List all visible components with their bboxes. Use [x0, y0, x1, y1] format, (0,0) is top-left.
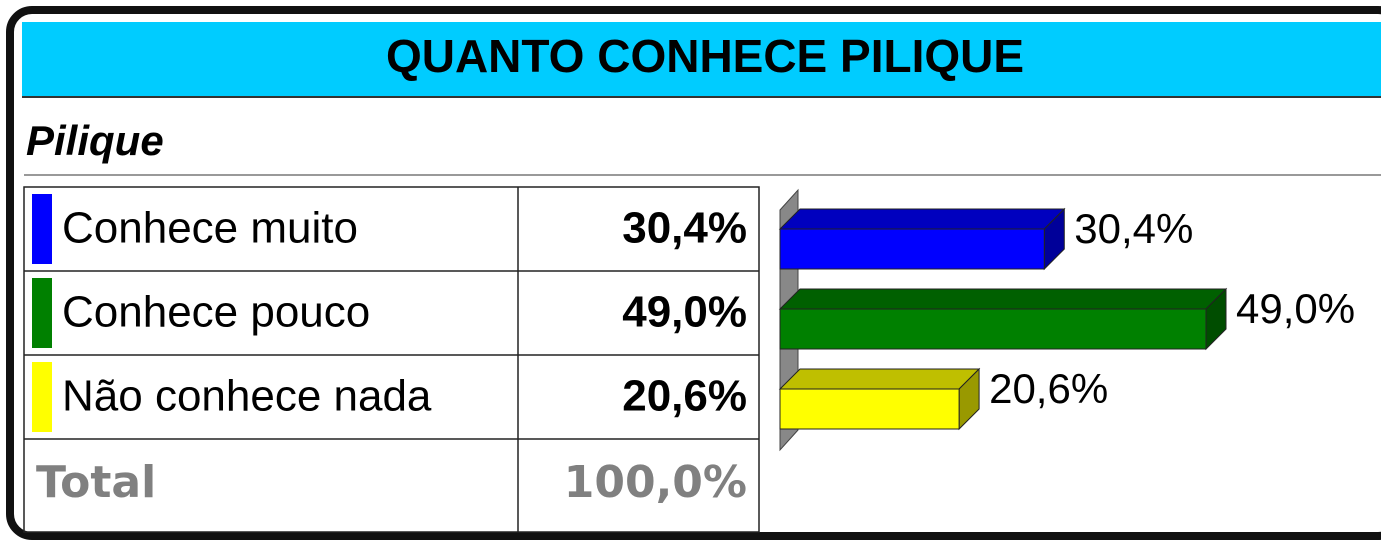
legend-swatch	[32, 278, 52, 348]
header	[22, 22, 1381, 96]
data-label: 49,0%	[1236, 285, 1355, 332]
data-label: 30,4%	[1074, 205, 1193, 252]
table-value: 49,0%	[622, 288, 747, 337]
total-label: Total	[36, 457, 156, 508]
legend-swatch	[32, 194, 52, 264]
total-value: 100,0%	[564, 457, 747, 508]
category-label: Não conhece nada	[62, 372, 432, 421]
subtitle: Pilique	[26, 117, 164, 164]
bar-top	[778, 208, 1066, 230]
category-label: Conhece pouco	[62, 288, 370, 337]
bar	[779, 308, 1207, 350]
table-value: 30,4%	[622, 204, 747, 253]
frame	[6, 6, 1381, 540]
bar-top	[778, 368, 981, 390]
bar	[779, 228, 1045, 270]
bar	[779, 388, 960, 430]
data-label: 20,6%	[989, 365, 1108, 412]
table-grid	[23, 186, 760, 533]
legend-swatch	[32, 362, 52, 432]
bar-top	[778, 288, 1228, 310]
table-value: 20,6%	[622, 372, 747, 421]
category-label: Conhece muito	[62, 204, 358, 253]
chart-title: QUANTO CONHECE PILIQUE	[386, 30, 1024, 82]
